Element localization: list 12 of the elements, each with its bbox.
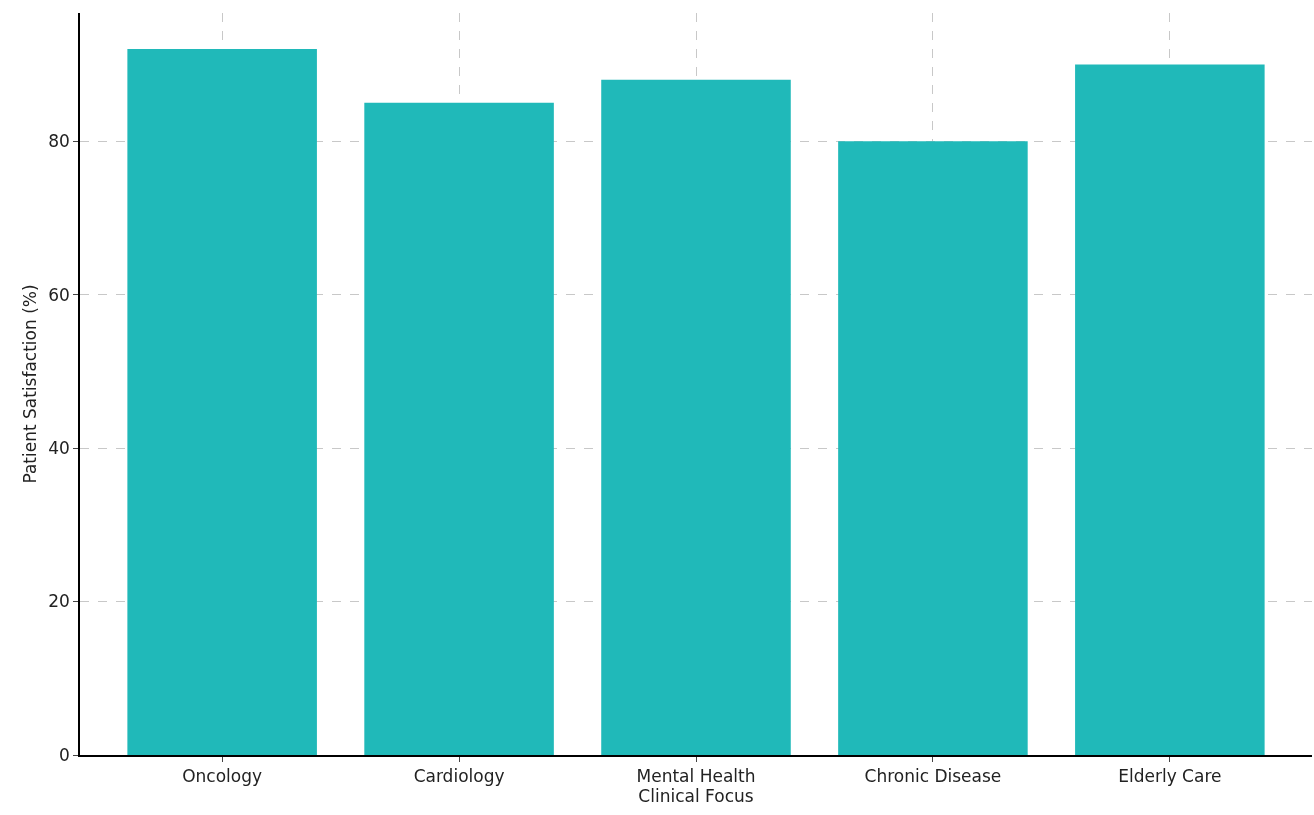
x-tick-label: Cardiology bbox=[413, 766, 505, 787]
x-tick-label: Elderly Care bbox=[1118, 766, 1222, 787]
y-tick-label: 80 bbox=[48, 131, 70, 152]
x-tick-label: Chronic Disease bbox=[864, 766, 1002, 787]
y-tick-label: 0 bbox=[59, 744, 70, 765]
x-tick-label: Oncology bbox=[182, 766, 263, 787]
y-tick-label: 20 bbox=[48, 591, 70, 612]
y-tick-label: 40 bbox=[48, 438, 70, 459]
y-axis-title: Patient Satisfaction (%) bbox=[19, 284, 40, 484]
x-axis-title: Clinical Focus bbox=[638, 786, 754, 807]
y-tick-label: 60 bbox=[48, 284, 70, 305]
x-tick-label: Mental Health bbox=[636, 766, 756, 787]
